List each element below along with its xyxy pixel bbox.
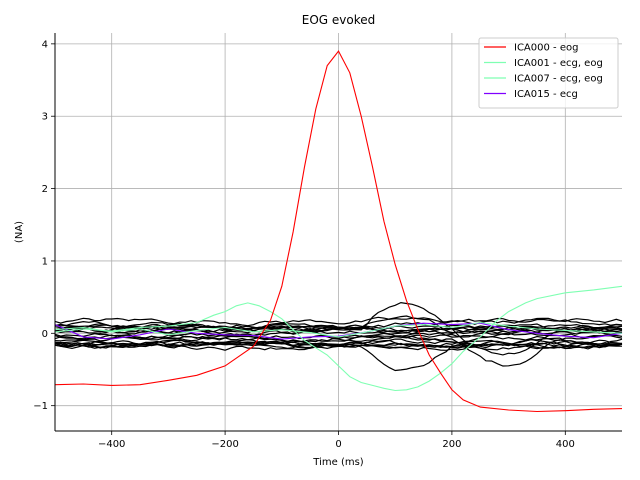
x-tick-label: 200 <box>442 439 461 450</box>
x-tick-label: 400 <box>556 439 575 450</box>
y-tick-label: 2 <box>42 184 48 195</box>
y-tick-label: 0 <box>42 329 48 340</box>
y-tick-label: 3 <box>42 112 48 123</box>
legend-entry: ICA007 - ecg, eog <box>514 74 603 85</box>
chart-title: EOG evoked <box>302 13 376 27</box>
series-line <box>54 285 623 392</box>
background-series-line <box>54 316 623 327</box>
y-tick-label: −1 <box>33 401 48 412</box>
background-series-line <box>54 332 623 343</box>
series-group <box>54 50 623 413</box>
y-tick-label: 1 <box>42 256 48 267</box>
x-tick-label: 0 <box>335 439 341 450</box>
series-line <box>54 322 623 340</box>
background-series-line <box>54 332 623 344</box>
x-axis-label: Time (ms) <box>312 457 364 468</box>
background-series-line <box>54 338 623 348</box>
ticks: −400 −200 0 200 400 −1 0 1 2 3 4 <box>33 39 575 450</box>
series-line <box>54 321 623 338</box>
legend-entry: ICA000 - eog <box>514 43 578 54</box>
background-series-line <box>54 317 623 330</box>
legend-box <box>478 37 619 109</box>
background-series-line <box>54 341 623 351</box>
legend: ICA000 - eog ICA001 - ecg, eog ICA007 - ec… <box>478 37 619 109</box>
x-tick-label: −400 <box>98 439 125 450</box>
legend-entry: ICA015 - ecg <box>514 89 578 100</box>
y-axis-label: (NA) <box>14 221 25 243</box>
x-tick-label: −200 <box>211 439 238 450</box>
legend-entry: ICA001 - ecg, eog <box>514 58 603 69</box>
series-line <box>54 50 623 413</box>
y-tick-label: 4 <box>42 39 48 50</box>
